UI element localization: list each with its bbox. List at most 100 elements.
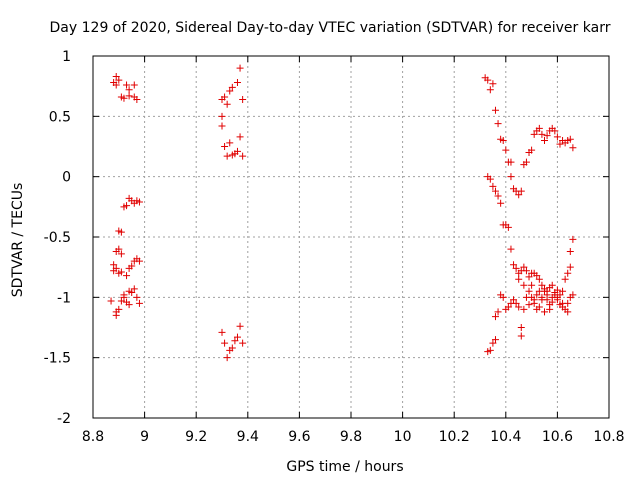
data-point <box>553 133 561 141</box>
data-point <box>486 175 494 183</box>
data-point <box>112 73 120 81</box>
data-point <box>112 81 120 89</box>
data-point <box>125 301 133 309</box>
data-point <box>535 287 543 295</box>
data-point <box>520 263 528 271</box>
data-point <box>566 135 574 143</box>
data-point <box>491 313 499 321</box>
data-point <box>541 136 548 144</box>
data-point <box>125 287 133 295</box>
data-point <box>541 308 548 316</box>
y-tick-label: -1.5 <box>44 351 71 367</box>
data-point <box>120 94 128 102</box>
data-point <box>236 133 244 141</box>
y-tick-label: 0 <box>62 170 71 186</box>
data-point <box>133 95 141 103</box>
x-axis-label: GPS time / hours <box>286 459 403 475</box>
data-point <box>239 152 247 160</box>
data-point <box>520 281 528 289</box>
data-point <box>494 192 502 200</box>
data-point <box>221 143 229 150</box>
data-point <box>517 187 525 195</box>
x-tick-label: 9.6 <box>288 429 310 445</box>
x-axis-ticks: 8.8 9 9.2 9.4 9.6 9.8 10 10.2 10.4 10.6 10.8 <box>82 56 625 445</box>
data-point <box>117 268 125 276</box>
data-point <box>486 346 494 354</box>
data-point <box>569 144 577 152</box>
data-point <box>510 296 518 304</box>
data-point <box>491 106 499 114</box>
data-point <box>486 86 494 94</box>
data-point <box>559 287 567 295</box>
data-point <box>120 291 128 299</box>
data-point <box>515 303 523 311</box>
data-point <box>226 139 234 147</box>
data-point <box>133 293 141 301</box>
x-tick-label: 9.4 <box>237 429 259 445</box>
data-point <box>502 146 510 154</box>
data-point <box>507 173 515 181</box>
data-point <box>566 263 574 271</box>
data-point <box>489 80 497 88</box>
data-point <box>538 281 546 289</box>
data-point <box>233 147 241 155</box>
data-point <box>128 262 136 270</box>
data-points <box>107 64 577 362</box>
data-point <box>223 152 231 160</box>
data-point <box>504 303 512 311</box>
data-point <box>223 354 231 362</box>
data-point <box>236 322 244 330</box>
data-point <box>236 64 244 72</box>
data-point <box>533 272 541 280</box>
x-tick-label: 8.8 <box>82 429 104 445</box>
data-point <box>569 291 577 299</box>
data-point <box>556 291 564 299</box>
data-point <box>228 344 236 352</box>
data-point <box>515 191 523 199</box>
data-point <box>112 247 120 255</box>
data-point <box>569 235 577 243</box>
data-point <box>538 296 546 304</box>
data-point <box>517 324 525 331</box>
x-tick-label: 9 <box>140 429 149 445</box>
data-point <box>525 287 533 295</box>
data-point <box>233 79 241 87</box>
data-point <box>135 198 143 206</box>
data-point <box>484 76 492 84</box>
data-point <box>123 202 131 210</box>
data-point <box>135 257 143 265</box>
data-point <box>107 297 115 305</box>
data-point <box>494 308 502 316</box>
data-point <box>510 261 518 269</box>
data-point <box>491 187 499 195</box>
x-tick-label: 9.8 <box>340 429 362 445</box>
data-point <box>110 261 118 269</box>
data-point <box>218 112 226 120</box>
x-tick-label: 10.2 <box>439 429 470 445</box>
data-point <box>489 182 497 190</box>
data-point <box>535 275 543 283</box>
data-point <box>543 291 551 299</box>
y-tick-label: 1 <box>62 49 71 65</box>
data-point <box>130 285 138 293</box>
data-point <box>528 281 536 289</box>
data-point <box>494 120 502 128</box>
data-point <box>489 339 497 347</box>
data-point <box>525 301 533 309</box>
data-point <box>566 247 574 255</box>
data-point <box>221 93 229 101</box>
data-point <box>520 305 528 313</box>
data-point <box>515 275 523 283</box>
data-point <box>507 245 515 253</box>
data-point <box>218 328 226 336</box>
data-point <box>522 267 530 275</box>
data-point <box>548 293 556 301</box>
x-tick-label: 9.2 <box>185 429 207 445</box>
data-point <box>559 303 567 311</box>
data-point <box>231 337 239 345</box>
data-point <box>135 299 143 307</box>
x-tick-label: 10.6 <box>542 429 573 445</box>
data-point <box>239 95 247 103</box>
data-point <box>522 158 530 166</box>
data-point <box>546 301 554 309</box>
